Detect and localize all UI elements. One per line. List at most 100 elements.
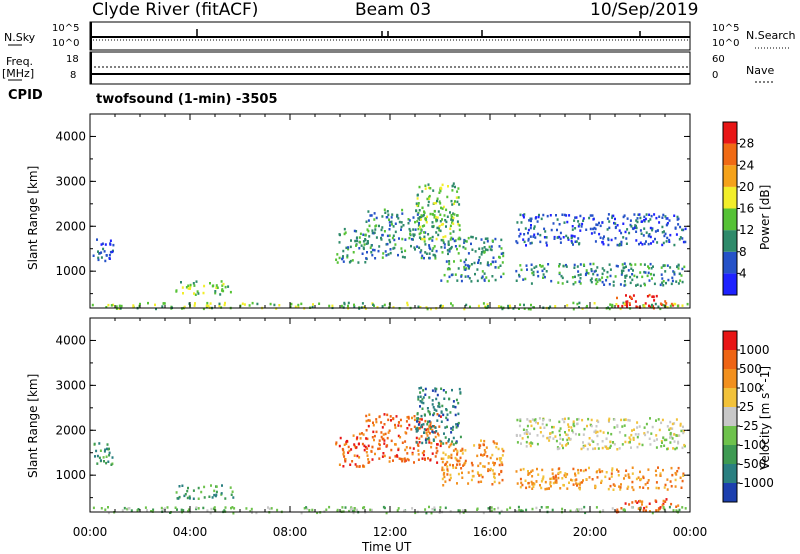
data-pixel	[534, 421, 537, 424]
data-pixel	[392, 459, 394, 462]
data-pixel	[566, 433, 569, 437]
data-pixel	[554, 476, 557, 479]
data-pixel	[373, 438, 375, 442]
data-pixel	[417, 395, 420, 399]
data-pixel	[347, 445, 350, 449]
data-pixel	[463, 462, 466, 465]
data-pixel	[192, 282, 195, 285]
data-pixel	[104, 508, 107, 511]
data-pixel	[579, 273, 582, 276]
data-pixel	[523, 307, 526, 310]
data-pixel	[634, 500, 637, 503]
data-pixel	[401, 459, 404, 463]
data-pixel	[183, 305, 186, 309]
data-pixel	[186, 489, 189, 493]
data-pixel	[621, 263, 624, 266]
data-pixel	[373, 212, 376, 215]
data-pixel	[100, 507, 103, 510]
data-pixel	[536, 220, 539, 223]
data-pixel	[529, 308, 532, 311]
data-pixel	[564, 431, 566, 434]
data-pixel	[192, 489, 195, 492]
data-pixel	[483, 443, 485, 447]
data-pixel	[493, 476, 496, 480]
data-pixel	[407, 415, 410, 419]
data-pixel	[98, 442, 101, 445]
data-pixel	[673, 271, 676, 274]
data-pixel	[617, 474, 620, 477]
data-pixel	[654, 499, 657, 502]
colorbar-segment	[723, 369, 737, 388]
data-pixel	[520, 481, 523, 485]
data-pixel	[424, 231, 427, 234]
data-pixel	[628, 231, 631, 235]
data-pixel	[347, 301, 350, 305]
data-pixel	[370, 450, 373, 453]
data-pixel	[648, 437, 651, 440]
data-pixel	[592, 272, 595, 276]
data-pixel	[98, 252, 101, 255]
data-pixel	[578, 483, 581, 486]
data-pixel	[430, 441, 433, 445]
data-pixel	[608, 283, 611, 286]
data-pixel	[192, 497, 195, 500]
colorbar-tick-label: -100	[739, 438, 766, 452]
data-pixel	[231, 506, 234, 509]
data-pixel	[679, 424, 682, 427]
data-pixel	[458, 203, 461, 206]
data-pixel	[675, 418, 678, 421]
data-pixel	[96, 238, 98, 241]
data-pixel	[498, 511, 501, 515]
data-pixel	[407, 222, 410, 225]
data-pixel	[383, 413, 386, 416]
data-pixel	[481, 275, 484, 278]
data-pixel	[230, 493, 233, 496]
data-pixel	[665, 438, 668, 442]
data-pixel	[429, 187, 432, 190]
colorbar-segment	[723, 426, 737, 445]
data-pixel	[615, 264, 618, 268]
x-axis-title: Time UT	[362, 540, 412, 554]
data-pixel	[417, 398, 420, 401]
data-pixel	[435, 397, 438, 401]
data-pixel	[521, 483, 524, 487]
data-pixel	[470, 478, 473, 482]
data-pixel	[223, 509, 226, 512]
data-pixel	[559, 237, 562, 241]
data-pixel	[481, 270, 484, 273]
data-pixel	[443, 432, 445, 435]
data-pixel	[671, 437, 674, 440]
data-pixel	[632, 269, 634, 272]
data-pixel	[598, 221, 600, 225]
data-pixel	[638, 242, 640, 246]
data-pixel	[297, 305, 300, 309]
data-pixel	[416, 429, 419, 432]
data-pixel	[422, 389, 425, 392]
data-pixel	[477, 304, 480, 308]
data-pixel	[476, 279, 479, 283]
data-pixel	[443, 273, 446, 277]
data-pixel	[429, 459, 432, 462]
data-pixel	[462, 464, 465, 467]
data-pixel	[450, 214, 453, 217]
data-pixel	[601, 276, 604, 279]
data-pixel	[462, 511, 465, 514]
data-pixel	[437, 210, 440, 213]
data-pixel	[640, 232, 643, 235]
data-pixel	[382, 437, 385, 441]
data-pixel	[421, 451, 424, 455]
data-pixel	[540, 486, 543, 490]
data-pixel	[599, 279, 602, 282]
data-pixel	[483, 241, 486, 244]
data-pixel	[537, 422, 539, 425]
data-pixel	[193, 284, 196, 287]
data-pixel	[669, 420, 672, 424]
data-pixel	[200, 490, 203, 494]
data-pixel	[552, 475, 555, 479]
data-pixel	[419, 400, 422, 403]
data-pixel	[386, 436, 389, 440]
data-pixel	[538, 417, 541, 420]
data-pixel	[169, 511, 171, 514]
data-pixel	[678, 508, 681, 512]
